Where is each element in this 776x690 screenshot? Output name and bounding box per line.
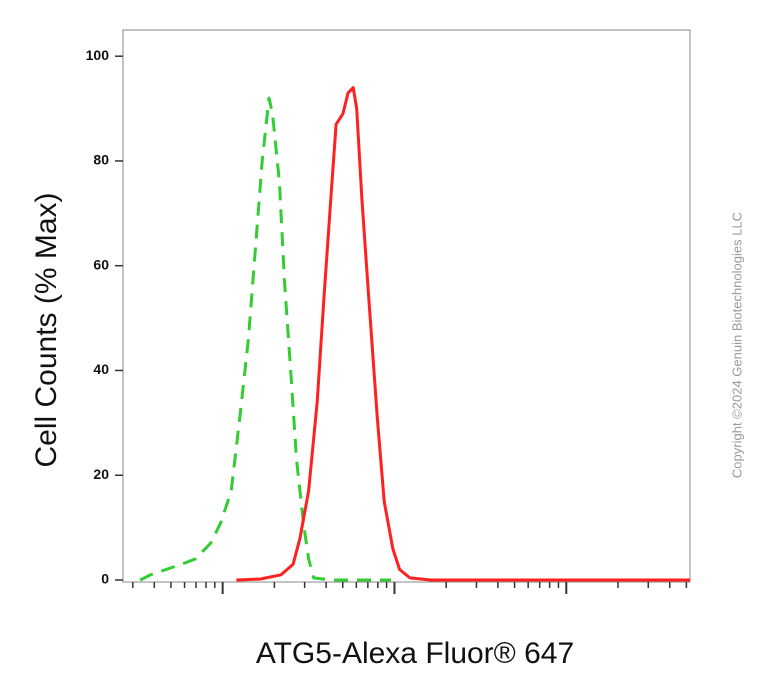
y-tick-label: 60 xyxy=(93,256,109,272)
histogram-line xyxy=(236,86,690,582)
y-tick-label: 100 xyxy=(86,47,110,63)
copyright: Copyright ©2024 Genuin Biotechnologies L… xyxy=(729,212,744,478)
histogram-line xyxy=(139,96,391,582)
y-axis-label: Cell Counts (% Max) xyxy=(30,192,63,467)
y-tick-label: 0 xyxy=(101,571,109,587)
y-tick-label: 20 xyxy=(93,466,109,482)
y-tick-label: 80 xyxy=(93,152,109,168)
x-axis-label: ATG5-Alexa Fluor® 647 xyxy=(256,637,574,670)
y-tick-label: 40 xyxy=(93,361,109,377)
plot-frame xyxy=(122,29,691,583)
